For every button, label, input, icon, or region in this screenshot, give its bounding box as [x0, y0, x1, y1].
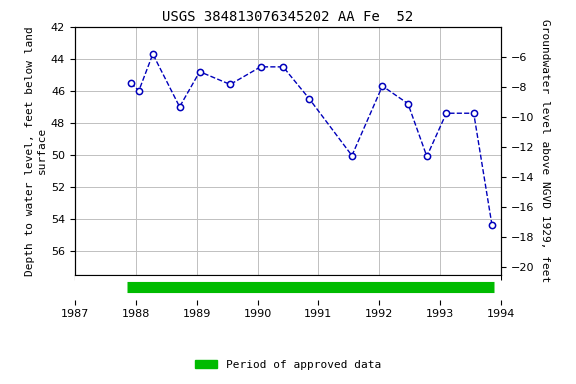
Y-axis label: Depth to water level, feet below land
surface: Depth to water level, feet below land su… — [25, 26, 47, 276]
Legend: Period of approved data: Period of approved data — [191, 356, 385, 375]
Title: USGS 384813076345202 AA Fe  52: USGS 384813076345202 AA Fe 52 — [162, 10, 414, 24]
Y-axis label: Groundwater level above NGVD 1929, feet: Groundwater level above NGVD 1929, feet — [540, 19, 550, 283]
